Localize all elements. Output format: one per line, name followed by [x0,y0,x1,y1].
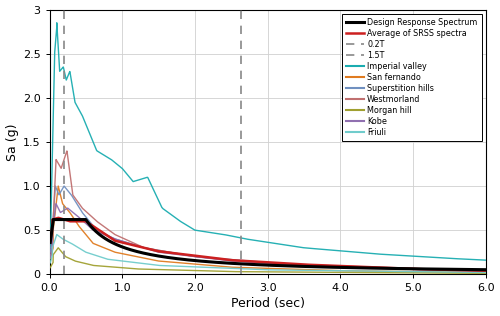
X-axis label: Period (sec): Period (sec) [230,297,304,310]
Y-axis label: Sa (g): Sa (g) [6,123,18,161]
Legend: Design Response Spectrum, Average of SRSS spectra, 0.2T, 1.5T, Imperial valley, : Design Response Spectrum, Average of SRS… [342,14,481,141]
